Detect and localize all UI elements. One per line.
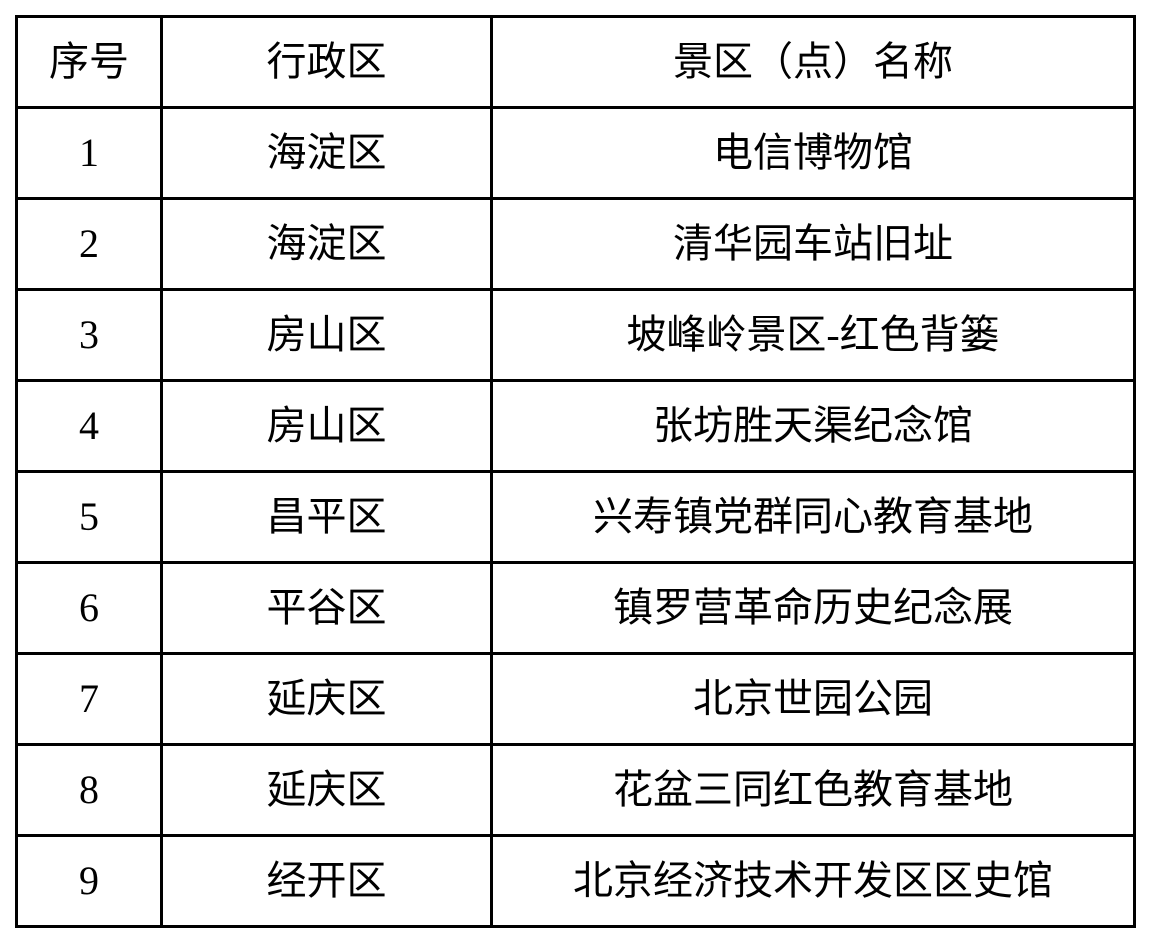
scenic-spots-table: 序号 行政区 景区（点）名称 1 海淀区 电信博物馆 2 海淀区 清华园车站旧址…: [15, 15, 1136, 928]
table-row: 8 延庆区 花盆三同红色教育基地: [15, 743, 1136, 837]
table-row: 9 经开区 北京经济技术开发区区史馆: [15, 834, 1136, 928]
table-row: 6 平谷区 镇罗营革命历史纪念展: [15, 561, 1136, 655]
cell-district: 房山区: [160, 288, 493, 382]
cell-district: 平谷区: [160, 561, 493, 655]
cell-scenic-name: 电信博物馆: [490, 106, 1136, 200]
cell-district: 延庆区: [160, 743, 493, 837]
table-row: 1 海淀区 电信博物馆: [15, 106, 1136, 200]
cell-district: 海淀区: [160, 106, 493, 200]
cell-scenic-name: 清华园车站旧址: [490, 197, 1136, 291]
cell-district: 房山区: [160, 379, 493, 473]
table-header-row: 序号 行政区 景区（点）名称: [15, 15, 1136, 109]
table-row: 3 房山区 坡峰岭景区-红色背篓: [15, 288, 1136, 382]
table-row: 7 延庆区 北京世园公园: [15, 652, 1136, 746]
cell-district: 海淀区: [160, 197, 493, 291]
cell-district: 昌平区: [160, 470, 493, 564]
cell-serial-number: 3: [15, 288, 163, 382]
cell-scenic-name: 兴寿镇党群同心教育基地: [490, 470, 1136, 564]
table-row: 4 房山区 张坊胜天渠纪念馆: [15, 379, 1136, 473]
cell-serial-number: 7: [15, 652, 163, 746]
cell-serial-number: 8: [15, 743, 163, 837]
cell-scenic-name: 北京世园公园: [490, 652, 1136, 746]
cell-district: 延庆区: [160, 652, 493, 746]
cell-serial-number: 5: [15, 470, 163, 564]
cell-scenic-name: 张坊胜天渠纪念馆: [490, 379, 1136, 473]
header-scenic-name: 景区（点）名称: [490, 15, 1136, 109]
header-district: 行政区: [160, 15, 493, 109]
cell-district: 经开区: [160, 834, 493, 928]
cell-scenic-name: 镇罗营革命历史纪念展: [490, 561, 1136, 655]
cell-serial-number: 2: [15, 197, 163, 291]
table-row: 5 昌平区 兴寿镇党群同心教育基地: [15, 470, 1136, 564]
cell-scenic-name: 花盆三同红色教育基地: [490, 743, 1136, 837]
cell-scenic-name: 坡峰岭景区-红色背篓: [490, 288, 1136, 382]
cell-serial-number: 6: [15, 561, 163, 655]
header-serial-number: 序号: [15, 15, 163, 109]
cell-scenic-name: 北京经济技术开发区区史馆: [490, 834, 1136, 928]
cell-serial-number: 4: [15, 379, 163, 473]
cell-serial-number: 9: [15, 834, 163, 928]
cell-serial-number: 1: [15, 106, 163, 200]
table-row: 2 海淀区 清华园车站旧址: [15, 197, 1136, 291]
